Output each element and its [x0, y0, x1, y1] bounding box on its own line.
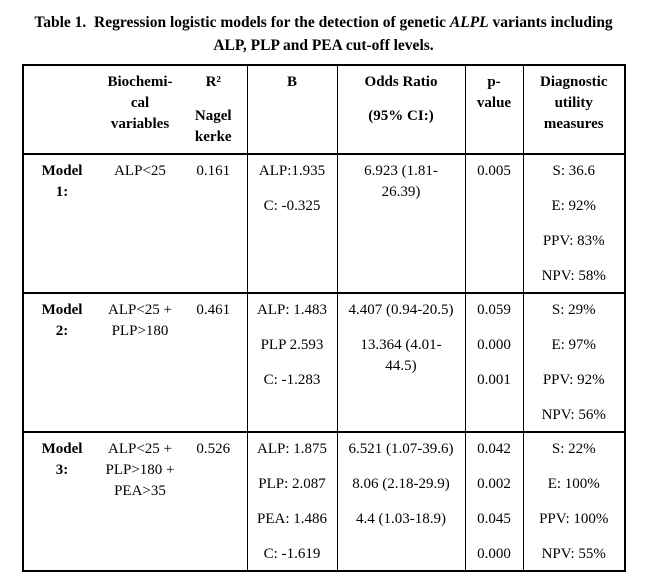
table-caption: Table 1. Regression logistic models for …	[0, 0, 647, 57]
header-cell-r2-nagelkerke: R² Nagel kerke	[180, 65, 248, 155]
header-cell-biochemical-variables: Biochemi- cal variables	[100, 65, 180, 155]
biochem-variables: ALP<25 + PLP>180 + PEA>35	[105, 441, 175, 499]
diag-ppv: PPV: 100%	[539, 511, 609, 527]
r2-value: 0.461	[196, 302, 231, 318]
model-label: Model 1:	[41, 163, 83, 200]
diag-specificity: E: 100%	[547, 476, 600, 492]
p-value: 0.000	[477, 337, 511, 353]
cell-model-2-diag: S: 29% E: 97% PPV: 92% NPV: 56%	[523, 293, 625, 432]
caption-line-2: ALP, PLP and PEA cut-off levels.	[213, 37, 434, 54]
p-value: 0.042	[477, 441, 511, 457]
cell-model-2-p: 0.059 0.000 0.001	[465, 293, 524, 432]
cell-model-3-p: 0.042 0.002 0.045 0.000	[465, 432, 524, 571]
table-row-model-2: Model 2: ALP<25 + PLP>180 0.461 ALP: 1.4…	[23, 293, 625, 432]
header-label: B	[286, 74, 297, 90]
diag-npv: NPV: 55%	[541, 546, 606, 562]
diag-specificity: E: 92%	[551, 198, 597, 214]
header-label-odds-ratio: Odds Ratio	[364, 74, 438, 90]
cell-model-1-p: 0.005	[465, 154, 524, 293]
header-row: Biochemi- cal variables R² Nagel kerke B…	[23, 65, 625, 155]
diag-sensitivity: S: 36.6	[552, 163, 595, 179]
diag-sensitivity: S: 29%	[551, 302, 596, 318]
diag-ppv: PPV: 83%	[542, 233, 605, 249]
cell-model-2-b: ALP: 1.483 PLP 2.593 C: -1.283	[247, 293, 338, 432]
odds-ratio-value: 13.364 (4.01- 44.5)	[360, 337, 442, 374]
diag-sensitivity: S: 22%	[551, 441, 596, 457]
p-value: 0.002	[477, 476, 511, 492]
caption-gene-name: ALPL	[449, 14, 489, 31]
header-label-r2: R²	[205, 74, 221, 90]
odds-ratio-value: 6.923 (1.81- 26.39)	[364, 163, 438, 200]
p-value: 0.001	[477, 372, 511, 388]
header-label-nagelkerke: Nagel kerke	[194, 108, 232, 145]
biochem-variables: ALP<25	[114, 163, 166, 179]
odds-ratio-value: 4.4 (1.03-18.9)	[356, 511, 446, 527]
diag-npv: NPV: 58%	[541, 268, 606, 284]
p-value: 0.059	[477, 302, 511, 318]
model-label: Model 3:	[41, 441, 83, 478]
odds-ratio-value: 8.06 (2.18-29.9)	[352, 476, 450, 492]
cell-model-3-biochem: ALP<25 + PLP>180 + PEA>35	[100, 432, 180, 571]
header-cell-empty	[23, 65, 100, 155]
cell-model-2-r2: 0.461	[180, 293, 248, 432]
cell-model-1-biochem: ALP<25	[100, 154, 180, 293]
cell-model-3-label: Model 3:	[23, 432, 100, 571]
header-cell-odds-ratio: Odds Ratio (95% CI:)	[337, 65, 466, 155]
b-value: PEA: 1.486	[256, 511, 327, 527]
b-value: C: -1.619	[263, 546, 321, 562]
cell-model-1-odds: 6.923 (1.81- 26.39)	[337, 154, 466, 293]
cell-model-1-diag: S: 36.6 E: 92% PPV: 83% NPV: 58%	[523, 154, 625, 293]
odds-ratio-value: 4.407 (0.94-20.5)	[348, 302, 454, 318]
header-cell-b: B	[247, 65, 338, 155]
regression-models-table: Biochemi- cal variables R² Nagel kerke B…	[22, 64, 626, 572]
b-value: ALP:1.935	[258, 163, 326, 179]
header-cell-p-value: p- value	[465, 65, 524, 155]
header-label: Diagnostic utility measures	[540, 74, 608, 132]
diag-specificity: E: 97%	[551, 337, 597, 353]
diag-ppv: PPV: 92%	[542, 372, 605, 388]
b-value: PLP: 2.087	[258, 476, 326, 492]
p-value: 0.000	[477, 546, 511, 562]
header-label: p- value	[476, 74, 512, 111]
header-label: Biochemi- cal variables	[107, 74, 173, 132]
p-value: 0.005	[477, 163, 511, 179]
cell-model-2-label: Model 2:	[23, 293, 100, 432]
caption-text-prefix: Table 1. Regression logistic models for …	[34, 14, 450, 31]
cell-model-1-label: Model 1:	[23, 154, 100, 293]
caption-text-suffix: variants including	[488, 14, 613, 31]
table-row-model-3: Model 3: ALP<25 + PLP>180 + PEA>35 0.526…	[23, 432, 625, 571]
b-value: C: -1.283	[263, 372, 321, 388]
b-value: ALP: 1.875	[256, 441, 327, 457]
cell-model-1-b: ALP:1.935 C: -0.325	[247, 154, 338, 293]
cell-model-1-r2: 0.161	[180, 154, 248, 293]
b-value: PLP 2.593	[260, 337, 324, 353]
cell-model-3-odds: 6.521 (1.07-39.6) 8.06 (2.18-29.9) 4.4 (…	[337, 432, 466, 571]
r2-value: 0.161	[196, 163, 231, 179]
table-row-model-1: Model 1: ALP<25 0.161 ALP:1.935 C: -0.32…	[23, 154, 625, 293]
model-label: Model 2:	[41, 302, 83, 339]
p-value: 0.045	[477, 511, 511, 527]
cell-model-3-b: ALP: 1.875 PLP: 2.087 PEA: 1.486 C: -1.6…	[247, 432, 338, 571]
b-value: ALP: 1.483	[256, 302, 327, 318]
r2-value: 0.526	[196, 441, 231, 457]
header-cell-diagnostic-utility: Diagnostic utility measures	[523, 65, 625, 155]
diag-npv: NPV: 56%	[541, 407, 606, 423]
cell-model-3-r2: 0.526	[180, 432, 248, 571]
biochem-variables: ALP<25 + PLP>180	[107, 302, 172, 339]
cell-model-2-odds: 4.407 (0.94-20.5) 13.364 (4.01- 44.5)	[337, 293, 466, 432]
cell-model-2-biochem: ALP<25 + PLP>180	[100, 293, 180, 432]
odds-ratio-value: 6.521 (1.07-39.6)	[348, 441, 454, 457]
b-value: C: -0.325	[263, 198, 321, 214]
cell-model-3-diag: S: 22% E: 100% PPV: 100% NPV: 55%	[523, 432, 625, 571]
header-label-ci: (95% CI:)	[368, 108, 434, 124]
caption-line-1: Table 1. Regression logistic models for …	[0, 11, 647, 34]
